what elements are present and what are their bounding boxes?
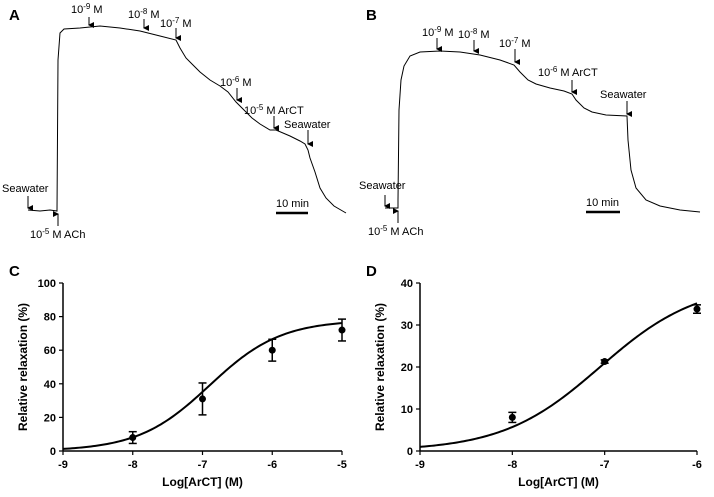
label-c9-a: 10-9 M: [71, 2, 103, 16]
x-tick-label: -7: [198, 459, 208, 471]
data-point: [601, 358, 609, 366]
data-point: [338, 326, 346, 334]
panel-letter-d: D: [366, 263, 377, 280]
label-c6-a: 10-6 M: [220, 75, 252, 89]
x-tick-label: -7: [600, 459, 610, 471]
panel-a: A Seawater 10-5 M ACh 10-9 M 10-8 M 10-7…: [2, 2, 347, 241]
label-ach-b: 10-5 M ACh: [368, 224, 423, 238]
panel-letter-c: C: [9, 263, 20, 280]
panel-b: B Seawater 10-5 M ACh 10-9 M 10-8 M 10-7…: [359, 7, 701, 238]
y-tick-label: 0: [50, 446, 56, 458]
label-c6-b: 10-6 M ArCT: [538, 65, 598, 79]
y-tick-label: 10: [401, 404, 413, 416]
x-tick-label: -8: [507, 459, 517, 471]
y-tick-label: 20: [401, 362, 413, 374]
fit-curve: [419, 302, 698, 448]
x-tick-label: -9: [58, 459, 68, 471]
y-axis-title: Relative relaxation (%): [373, 303, 387, 431]
trace-a: [27, 25, 347, 214]
label-c5-a: 10-5 M ArCT: [244, 103, 304, 117]
y-tick-label: 100: [38, 278, 56, 290]
trace-b: [385, 50, 701, 213]
y-tick-label: 40: [44, 379, 56, 391]
label-c7-a: 10-7 M: [160, 16, 192, 30]
scale-bar-label-a: 10 min: [276, 198, 309, 210]
x-axis-title: Log[ArCT] (M): [518, 475, 599, 489]
label-seawater-start-b: Seawater: [359, 180, 406, 192]
scale-bar-label-b: 10 min: [586, 197, 619, 209]
label-c8-a: 10-8 M: [128, 7, 160, 21]
data-point: [268, 346, 276, 354]
label-ach-a: 10-5 M ACh: [30, 227, 85, 241]
y-tick-label: 80: [44, 312, 56, 324]
label-c9-b: 10-9 M: [422, 25, 454, 39]
chart-d: 0 10 20 30 40 -9 -8 -7 -6 Log[ArCT] (M) Relative r…: [373, 278, 702, 489]
label-c8-b: 10-8 M: [458, 27, 490, 41]
panel-d: D 0 10 20 30 40 -9 -8 -7 -6 Log[ArCT] (M) Relative…: [366, 263, 702, 489]
y-tick-label: 30: [401, 320, 413, 332]
y-tick-label: 20: [44, 412, 56, 424]
panel-c: C 0 20 40 60 80 100 -9 -8 -7 -6 -5 Log[ArCT] (M) Rel…: [9, 263, 347, 489]
x-axis-title: Log[ArCT] (M): [162, 475, 243, 489]
label-seawater-end-a: Seawater: [284, 119, 331, 131]
x-tick-label: -5: [337, 459, 347, 471]
data-point: [508, 413, 516, 421]
panel-letter-b: B: [366, 7, 377, 24]
chart-c: 0 20 40 60 80 100 -9 -8 -7 -6 -5 Log[ArCT] (M) Relat…: [16, 278, 347, 489]
x-tick-label: -9: [415, 459, 425, 471]
x-tick-label: -6: [692, 459, 702, 471]
x-tick-label: -8: [128, 459, 138, 471]
label-c7-b: 10-7 M: [499, 36, 531, 50]
y-axis-title: Relative relaxation (%): [16, 303, 30, 431]
label-seawater-start-a: Seawater: [2, 183, 49, 195]
x-tick-label: -6: [267, 459, 277, 471]
data-point: [129, 434, 137, 442]
label-seawater-end-b: Seawater: [600, 89, 647, 101]
y-tick-label: 0: [407, 446, 413, 458]
y-tick-label: 40: [401, 278, 413, 290]
data-point: [199, 395, 206, 403]
panel-letter-a: A: [9, 7, 20, 24]
data-point: [693, 305, 701, 313]
y-tick-label: 60: [44, 345, 56, 357]
